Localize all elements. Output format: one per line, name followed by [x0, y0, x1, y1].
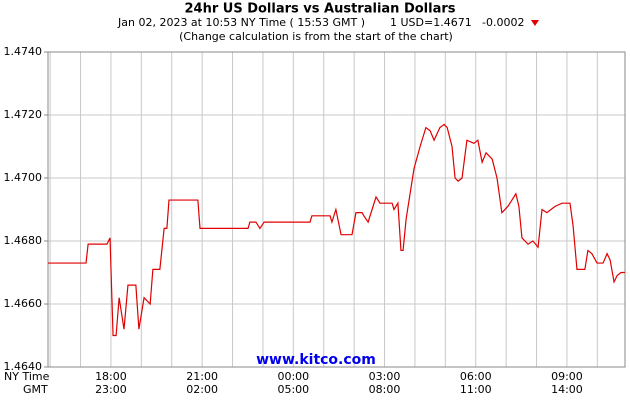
x-tick-label: 06:00 — [460, 370, 492, 383]
y-tick-label: 1.4640 — [4, 360, 43, 373]
chart-title: 24hr US Dollars vs Australian Dollars — [184, 2, 455, 17]
y-tick-label: 1.4700 — [4, 171, 43, 184]
change: -0.0002 — [482, 16, 524, 29]
timestamp: Jan 02, 2023 at 10:53 NY Time ( 15:53 GM… — [117, 16, 365, 29]
x-tick-label: 09:00 — [551, 370, 583, 383]
price-line — [48, 123, 625, 337]
x-tick-label: 18:00 — [95, 370, 127, 383]
x-tick-label-gmt: 02:00 — [186, 383, 218, 396]
x-tick-label: 00:00 — [277, 370, 309, 383]
x-tick-label-gmt: 14:00 — [551, 383, 583, 396]
x-tick-label-gmt: 11:00 — [460, 383, 492, 396]
x-tick-label: 03:00 — [369, 370, 401, 383]
x-tick-label-gmt: 23:00 — [95, 383, 127, 396]
y-tick-label: 1.4740 — [4, 45, 43, 58]
x-tick-label-gmt: 05:00 — [277, 383, 309, 396]
y-tick-label: 1.4720 — [4, 108, 43, 121]
note: (Change calculation is from the start of… — [179, 30, 453, 43]
watermark: www.kitco.com — [256, 352, 376, 368]
quote: 1 USD=1.4671 — [390, 16, 472, 29]
plot-frame — [47, 51, 626, 368]
x-row-label: GMT — [23, 383, 48, 396]
x-tick-label: 21:00 — [186, 370, 218, 383]
y-tick-label: 1.4680 — [4, 234, 43, 247]
x-row-label: NY Time — [4, 370, 50, 383]
x-tick-label-gmt: 08:00 — [369, 383, 401, 396]
y-tick-label: 1.4660 — [4, 297, 43, 310]
down-arrow — [531, 20, 539, 26]
